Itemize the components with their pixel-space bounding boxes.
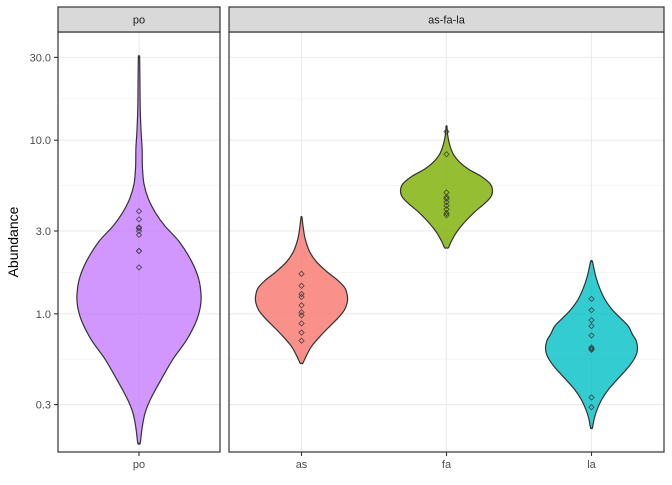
data-point-as [298,337,305,344]
data-point-as [298,302,305,309]
data-point-as [298,309,305,316]
y-tick-label: 3.0 [36,226,51,238]
facet-strip-label: as-fa-la [428,15,466,27]
data-point-po [135,216,143,223]
data-point-po [135,247,143,255]
data-point-po [135,208,143,215]
data-point-fa [443,198,450,206]
facet-strip [228,6,665,33]
data-point-fa [443,193,450,201]
x-tick-label-la: la [587,459,596,471]
data-point-fa [443,209,450,217]
data-point-la [588,322,595,330]
data-point-as [298,312,305,319]
facet-panel-1: as-fa-la as fa la [228,6,665,471]
data-point-la [588,344,595,351]
y-axis: 0.3 1.0 3.0 10.0 30.0 [30,52,58,412]
data-point-as [298,270,305,277]
data-point-as [298,320,305,327]
data-point-la [588,295,595,302]
panels-layer: po po as-fa-la as fa la [57,6,665,471]
facet-panel-0: po po [57,6,221,471]
data-point-po [135,227,143,235]
data-point-la [588,306,595,314]
data-point-po [135,224,143,231]
data-point-fa [443,202,450,209]
data-point-po [135,231,143,239]
data-point-la [588,403,595,411]
violin-as [254,215,349,365]
facet-strip [57,6,221,33]
x-tick-label-po: po [133,459,145,471]
data-point-fa [443,151,450,158]
violin-po [76,55,202,445]
facet-strip-label: po [133,15,145,27]
data-point-as [298,290,305,298]
data-point-la [588,316,595,324]
y-tick-label: 0.3 [36,400,51,412]
data-point-fa [443,189,450,196]
y-tick-label: 30.0 [30,52,51,64]
violin-fa [399,125,494,249]
y-axis-label: Abundance [5,206,21,277]
data-point-as [298,329,305,336]
data-point-la [588,332,595,339]
x-tick-label-as: as [296,459,308,471]
data-point-as [298,293,305,301]
y-tick-label: 10.0 [30,135,51,147]
y-tick-label: 1.0 [36,309,51,321]
x-tick-label-fa: fa [442,459,452,471]
data-point-fa [443,206,450,213]
data-point-fa [443,128,450,135]
data-point-la [588,394,595,401]
data-point-as [298,282,305,289]
data-point-po [135,264,143,271]
